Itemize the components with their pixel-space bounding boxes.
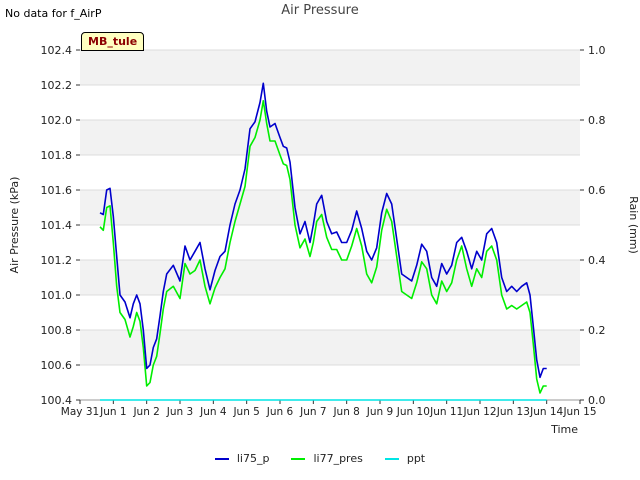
plot-band: [80, 85, 580, 120]
y-tick-label: 100.8: [41, 324, 73, 337]
x-axis-label: Time: [550, 423, 578, 436]
series-line-li75_p: [99, 82, 547, 379]
legend-label-li75: li75_p: [236, 452, 270, 465]
legend-swatch-li75: [214, 457, 229, 460]
station-tag: MB_tule: [81, 32, 145, 51]
x-tick-label: Jun 7: [299, 406, 326, 418]
y-tick-label-right: 0.8: [588, 114, 606, 127]
legend-item-li75: li75_p: [214, 452, 270, 465]
y-tick-label: 102.4: [41, 44, 73, 57]
legend-item-li77: li77_pres: [291, 452, 363, 465]
chart-title: Air Pressure: [281, 3, 359, 18]
x-tick-label: Jun 11: [429, 406, 463, 418]
x-tick-label: Jun 12: [462, 406, 496, 418]
x-tick-label: Jun 14: [529, 406, 563, 418]
y-axis-label-right: Rain (mm): [627, 196, 640, 254]
legend-item-ppt: ppt: [384, 452, 426, 465]
y-axis-label: Air Pressure (kPa): [8, 177, 21, 274]
y-tick-label: 100.4: [41, 394, 73, 407]
plot-band: [80, 365, 580, 400]
x-tick-label: Jun 13: [496, 406, 530, 418]
x-tick-label: Jun 8: [332, 406, 359, 418]
x-tick-label: Jun 2: [132, 406, 159, 418]
x-tick-label: Jun 4: [199, 406, 227, 418]
legend-swatch-ppt: [384, 457, 399, 460]
y-tick-label-right: 0.4: [588, 254, 606, 267]
legend-label-ppt: ppt: [406, 452, 426, 465]
plot-band: [80, 260, 580, 295]
y-tick-label: 102.2: [41, 79, 73, 92]
plot-band: [80, 295, 580, 330]
plot-band: [80, 155, 580, 190]
x-tick-label: Jun 5: [232, 406, 259, 418]
y-tick-label: 101.6: [41, 184, 73, 197]
x-tick-label: Jun 9: [366, 406, 393, 418]
y-tick-label: 101.4: [41, 219, 73, 232]
y-tick-label: 101.0: [41, 289, 73, 302]
no-data-note: No data for f_AirP: [5, 7, 102, 20]
legend-label-li77: li77_pres: [313, 452, 363, 465]
y-tick-label-right: 0.0: [588, 394, 606, 407]
series-line-li77_pres: [99, 100, 547, 394]
x-tick-label: Jun 3: [166, 406, 193, 418]
plot-band: [80, 50, 580, 85]
y-tick-label: 100.6: [41, 359, 73, 372]
y-tick-label: 101.8: [41, 149, 73, 162]
plot-band: [80, 120, 580, 155]
x-tick-label: Jun 15: [562, 406, 596, 418]
plot-band: [80, 330, 580, 365]
y-tick-label-right: 1.0: [588, 44, 606, 57]
legend-swatch-li77: [291, 457, 306, 460]
y-tick-label: 102.0: [41, 114, 73, 127]
y-tick-label-right: 0.6: [588, 184, 606, 197]
x-tick-label: Jun 10: [396, 406, 430, 418]
x-tick-label: Jun 6: [266, 406, 294, 418]
y-tick-label: 101.2: [41, 254, 73, 267]
legend: li75_p li77_pres ppt: [0, 452, 640, 465]
y-tick-label-right: 0.2: [588, 324, 606, 337]
plot-band: [80, 190, 580, 225]
x-tick-label: May 31: [61, 406, 99, 418]
x-tick-label: Jun 1: [99, 406, 126, 418]
